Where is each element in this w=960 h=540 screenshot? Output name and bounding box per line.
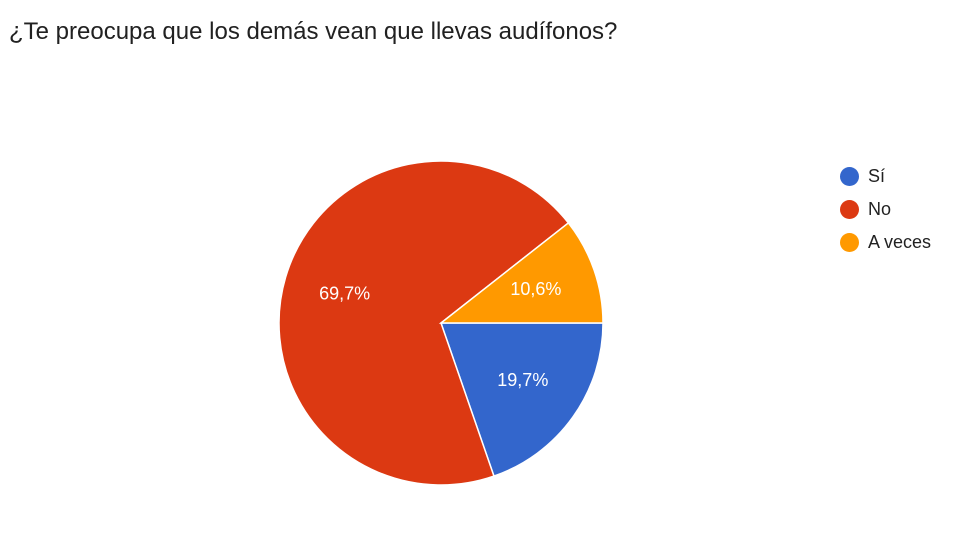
pie-slice-a-veces[interactable] [438, 221, 604, 324]
legend: Sí No A veces [840, 160, 931, 259]
pie-label-no: 69,7% [319, 283, 370, 303]
pie-label-si: 19,7% [497, 370, 548, 390]
legend-label-si: Sí [868, 166, 886, 186]
pie-label-a-veces: 10,6% [510, 279, 561, 299]
legend-swatch-a-veces [840, 233, 859, 252]
legend-swatch-no [840, 200, 859, 219]
legend-item-si[interactable]: Sí [840, 160, 931, 193]
legend-swatch-si [840, 167, 859, 186]
pie-slices [278, 160, 604, 486]
legend-item-no[interactable]: No [840, 193, 931, 226]
pie-labels: 19,7% 69,7% 10,6% [319, 279, 561, 390]
legend-label-a-veces: A veces [868, 232, 932, 252]
chart-title: ¿Te preocupa que los demás vean que llev… [9, 18, 618, 45]
legend-label-no: No [868, 199, 892, 219]
pie-slice-no[interactable] [278, 160, 570, 486]
legend-item-a-veces[interactable]: A veces [840, 226, 931, 259]
